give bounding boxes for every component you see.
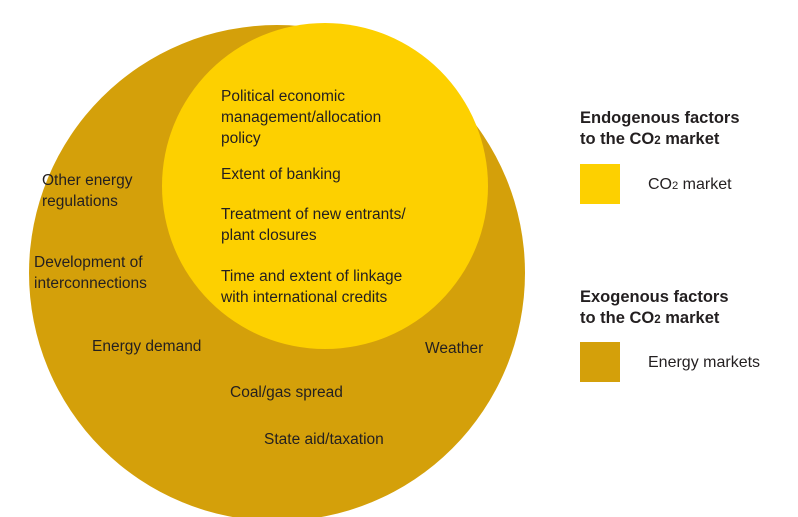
label-other-energy-regulations: Other energy regulations <box>42 172 133 210</box>
label-extent-of-banking: Extent of banking <box>221 166 341 183</box>
label-time-extent-linkage: Time and extent of linkage with internat… <box>221 268 403 306</box>
label-state-aid-taxation: State aid/taxation <box>264 431 384 448</box>
legend-energy-markets-swatch <box>580 342 620 382</box>
legend-co2-market-swatch <box>580 164 620 204</box>
venn-diagram <box>29 23 525 517</box>
legend-energy-markets-label: Energy markets <box>648 354 761 371</box>
legend-endogenous-title-line1: Endogenous factors <box>580 109 740 127</box>
legend-endogenous-title-line2: to the CO2 market <box>580 130 720 148</box>
legend-exogenous-title: Exogenous factors to the CO2 market <box>580 287 790 331</box>
legend-exogenous-title-line1: Exogenous factors <box>580 288 729 306</box>
legend-co2-market-label: CO2 market <box>648 176 732 193</box>
label-coal-gas-spread: Coal/gas spread <box>230 384 343 401</box>
label-energy-demand: Energy demand <box>92 338 202 355</box>
legend-endogenous-title: Endogenous factors to the CO2 market <box>580 108 790 152</box>
legend-exogenous-title-line2: to the CO2 market <box>580 309 720 327</box>
label-treatment-new-entrants: Treatment of new entrants/ plant closure… <box>221 206 406 244</box>
label-weather: Weather <box>425 340 484 357</box>
label-political-economic-management: Political economic management/allocation… <box>221 88 382 147</box>
co2-market-circle <box>162 23 488 349</box>
label-development-of-interconnections: Development of interconnections <box>34 254 147 292</box>
